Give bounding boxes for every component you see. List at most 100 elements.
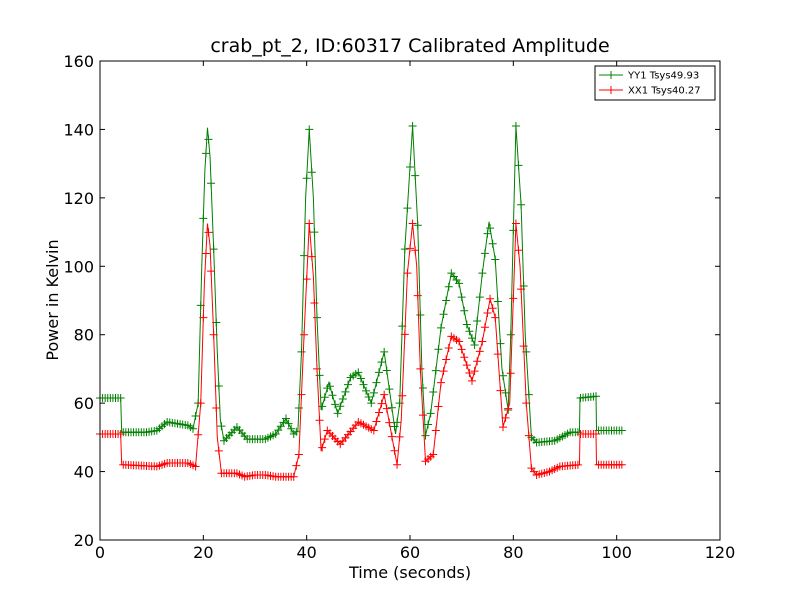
series-0-point-161: [511, 122, 520, 131]
series-1-point-140: [457, 345, 466, 354]
series-0-point-36: [189, 424, 197, 433]
legend-label-1: XX1 Tsys40.27: [628, 86, 701, 97]
series-1-point-166: [524, 431, 533, 440]
series-0-point-134: [442, 296, 451, 305]
series-1-point-139: [455, 337, 464, 346]
series-0-point-40: [199, 214, 208, 223]
series-1-point-145: [470, 367, 479, 376]
series-0-point-89: [325, 382, 334, 391]
series-1-point-160: [509, 294, 518, 303]
series-1-point-146: [473, 357, 482, 366]
series-line-0: [100, 125, 622, 444]
series-0-point-152: [488, 239, 497, 248]
series-1-point-114: [390, 446, 399, 455]
series-0-point-128: [426, 409, 435, 418]
x-axis-label: Time (seconds): [348, 563, 471, 582]
series-1-point-192: [592, 429, 600, 438]
series-1-point-165: [522, 399, 531, 408]
series-1-point-163: [517, 285, 526, 294]
series-1-point-82: [307, 252, 316, 261]
series-0-point-109: [377, 358, 386, 367]
series-0-point-112: [385, 385, 394, 394]
series-0-point-42: [204, 135, 213, 144]
series-0-point-104: [364, 392, 373, 401]
series-1-point-119: [403, 269, 412, 278]
series-1-point-147: [475, 347, 484, 356]
series-0-point-81: [305, 125, 314, 134]
series-1-point-158: [504, 404, 513, 413]
series-0-point-87: [320, 393, 329, 402]
series-1-point-115: [393, 460, 402, 469]
x-tick-label-1: 20: [193, 543, 213, 562]
legend-marker-1: [607, 86, 615, 94]
legend-label-0: YY1 Tsys49.93: [627, 71, 699, 82]
series-0-point-143: [465, 327, 474, 336]
series-0-point-150: [483, 229, 492, 238]
series-1-point-86: [318, 443, 327, 452]
series-1-point-144: [468, 376, 476, 385]
series-0-point-124: [416, 311, 425, 320]
series-0-point-132: [437, 323, 445, 332]
series-0-point-140: [457, 293, 466, 302]
series-0-point-149: [480, 249, 489, 258]
series-0-point-115: [393, 418, 402, 427]
x-tick-label-0: 0: [95, 543, 105, 562]
series-1-point-151: [486, 294, 495, 303]
series-0-point-76: [292, 427, 301, 436]
series-1-point-159: [506, 369, 515, 378]
series-0-point-156: [499, 371, 507, 380]
x-tick-label-4: 80: [503, 543, 523, 562]
series-1-point-143: [465, 369, 474, 378]
series-0-point-103: [362, 386, 371, 395]
series-layer: [96, 122, 626, 481]
series-1-point-44: [209, 330, 218, 339]
series-1-point-135: [444, 343, 453, 352]
series-1-point-109: [377, 399, 386, 408]
series-1-point-121: [408, 219, 417, 228]
series-1-point-39: [196, 399, 205, 408]
series-0-point-118: [400, 245, 409, 254]
series-1-point-117: [398, 391, 407, 400]
series-0-point-110: [380, 347, 389, 356]
series-0-point-46: [214, 382, 223, 391]
y-tick-label-3: 80: [74, 326, 94, 345]
series-1-point-37: [191, 462, 200, 471]
series-0-point-107: [372, 378, 381, 387]
series-0-point-78: [297, 347, 306, 356]
series-0-point-192: [592, 392, 600, 401]
series-1-point-123: [413, 291, 422, 300]
series-0-point-127: [424, 420, 433, 429]
series-0-point-202: [617, 426, 626, 435]
series-0-point-111: [382, 366, 391, 375]
series-1-point-42: [204, 228, 213, 237]
y-tick-label-0: 20: [74, 531, 94, 550]
series-0-point-37: [191, 411, 200, 420]
x-tick-label-5: 100: [601, 543, 632, 562]
y-tick-label-2: 60: [74, 394, 94, 413]
series-0-point-122: [411, 171, 420, 180]
legend-marker-0: [607, 71, 615, 79]
series-0-point-72: [282, 414, 290, 423]
series-0-point-86: [318, 402, 327, 411]
series-0-point-105: [367, 399, 376, 408]
series-0-point-91: [331, 400, 340, 409]
series-0-point-73: [284, 419, 293, 428]
series-1-point-156: [499, 423, 507, 432]
series-1-point-107: [372, 417, 381, 426]
series-0-point-47: [217, 422, 226, 431]
series-0-point-83: [310, 228, 319, 237]
series-1-point-110: [380, 390, 389, 399]
series-1-point-162: [514, 246, 523, 255]
series-0-point-74: [287, 424, 296, 433]
series-1-point-83: [310, 298, 319, 307]
series-0-point-79: [300, 251, 309, 260]
series-1-point-46: [214, 446, 223, 455]
series-0-point-159: [506, 330, 515, 339]
series-0-point-144: [468, 334, 476, 343]
series-0-point-44: [209, 245, 218, 254]
series-1-point-149: [480, 323, 489, 332]
series-1-point-106: [369, 426, 378, 435]
series-1-point-161: [511, 219, 520, 228]
